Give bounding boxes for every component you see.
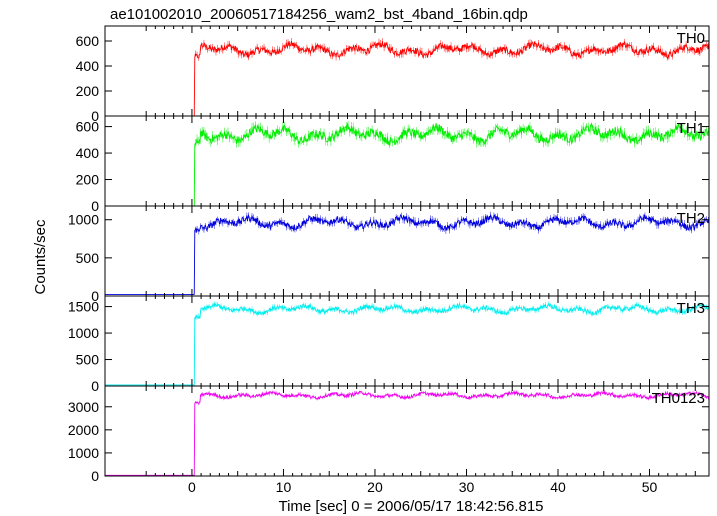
x-tick-label-20: 20 bbox=[367, 479, 383, 495]
y-tick-label-th0123-2000: 2000 bbox=[68, 422, 99, 438]
y-tick-label-th3-500: 500 bbox=[76, 352, 100, 368]
y-tick-label-th0123-3000: 3000 bbox=[68, 399, 99, 415]
series-line-th3 bbox=[105, 302, 710, 386]
y-tick-label-th1-600: 600 bbox=[76, 119, 100, 135]
y-tick-label-th2-0: 0 bbox=[91, 288, 99, 304]
y-tick-label-th2-500: 500 bbox=[76, 250, 100, 266]
series-errorbars-th2 bbox=[195, 211, 709, 235]
series-line-th0 bbox=[105, 40, 710, 117]
series-line-th1 bbox=[105, 122, 710, 207]
y-tick-label-th0-400: 400 bbox=[76, 58, 100, 74]
y-axis-label: Counts/sec bbox=[32, 219, 49, 295]
y-tick-label-th0-600: 600 bbox=[76, 33, 100, 49]
x-tick-label-50: 50 bbox=[642, 479, 658, 495]
y-tick-label-th1-0: 0 bbox=[91, 198, 99, 214]
panel-label-th1: TH1 bbox=[677, 120, 705, 137]
y-tick-label-th2-1000: 1000 bbox=[68, 212, 99, 228]
y-tick-label-th3-0: 0 bbox=[91, 378, 99, 394]
panel-label-th3: TH3 bbox=[677, 300, 705, 317]
y-tick-label-th1-400: 400 bbox=[76, 145, 100, 161]
y-tick-label-th0-200: 200 bbox=[76, 83, 100, 99]
x-tick-label-10: 10 bbox=[276, 479, 292, 495]
y-tick-label-th0123-1000: 1000 bbox=[68, 445, 99, 461]
y-tick-label-th1-200: 200 bbox=[76, 172, 100, 188]
y-tick-label-th3-1500: 1500 bbox=[68, 299, 99, 315]
panel-frame-th0 bbox=[104, 25, 710, 117]
panel-frame-th0123 bbox=[104, 385, 710, 477]
series-line-th2 bbox=[105, 213, 710, 295]
x-axis-label: Time [sec] 0 = 2006/05/17 18:42:56.815 bbox=[278, 498, 543, 515]
y-tick-label-th3-1000: 1000 bbox=[68, 325, 99, 341]
panel-label-th0123: TH0123 bbox=[652, 390, 705, 407]
chart-title: ae101002010_20060517184256_wam2_bst_4ban… bbox=[110, 6, 528, 23]
panel-label-th0: TH0 bbox=[677, 30, 705, 47]
y-tick-label-th0123-0: 0 bbox=[91, 468, 99, 484]
series-line-th0123 bbox=[105, 389, 710, 476]
panel-label-th2: TH2 bbox=[677, 210, 705, 227]
x-tick-label-0: 0 bbox=[188, 479, 196, 495]
x-tick-label-30: 30 bbox=[459, 479, 475, 495]
y-tick-label-th0-0: 0 bbox=[91, 108, 99, 124]
x-tick-label-40: 40 bbox=[550, 479, 566, 495]
panel-frame-th3 bbox=[104, 295, 710, 387]
